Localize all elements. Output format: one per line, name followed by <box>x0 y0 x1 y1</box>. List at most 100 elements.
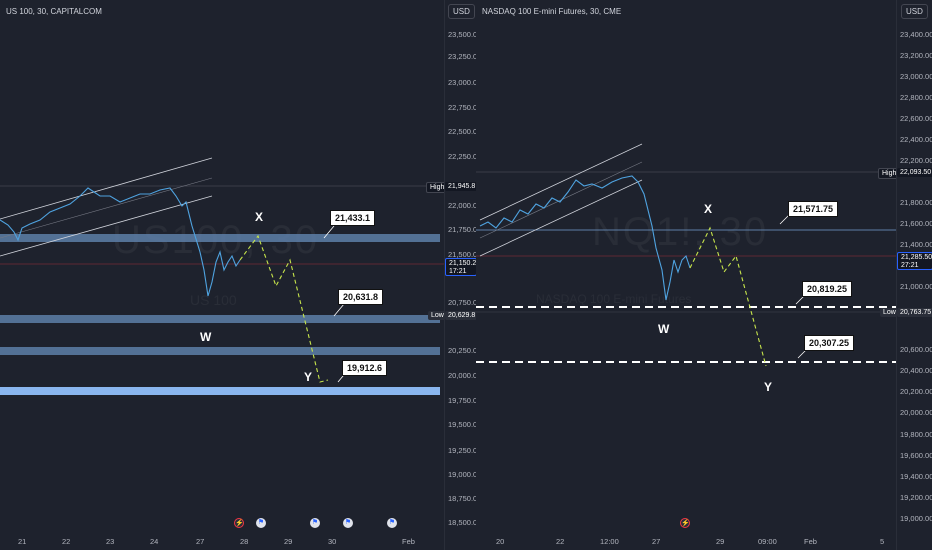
y-tick: 21,600.00 <box>900 219 932 228</box>
low-tag: Low <box>880 308 899 317</box>
wave-label-x: X <box>255 210 264 224</box>
currency-button[interactable]: USD <box>901 4 928 19</box>
low-tag: Low <box>428 311 447 320</box>
symbol-watermark-sub: US 100 <box>190 292 237 308</box>
y-tick: 21,000.00 <box>900 282 932 291</box>
y-tick: 20,200.00 <box>900 387 932 396</box>
y-tick: 22,600.00 <box>900 114 932 123</box>
lightning-event-icon[interactable]: ⚡ <box>234 518 244 528</box>
low-price-tag: 20,763.75 <box>897 308 932 317</box>
y-tick: 23,000.00 <box>900 72 932 81</box>
target-label-3[interactable]: 20,307.25 <box>804 335 855 351</box>
x-tick: 5 <box>880 537 885 546</box>
us-flag-event-icon[interactable]: ⚑ <box>310 518 320 528</box>
x-tick: 09:00 <box>758 537 777 546</box>
y-tick: 22,800.00 <box>900 93 932 102</box>
x-tick: Feb <box>804 537 817 546</box>
x-tick: 24 <box>150 537 159 546</box>
x-tick: Feb <box>402 537 415 546</box>
x-tick: 29 <box>284 537 293 546</box>
target-zone-1 <box>0 234 440 242</box>
x-tick: 27 <box>196 537 205 546</box>
y-tick: 19,200.00 <box>900 493 932 502</box>
y-tick: 20,750.0 <box>448 298 478 307</box>
y-tick: 23,500.0 <box>448 30 478 39</box>
y-tick: 19,800.00 <box>900 430 932 439</box>
current-price-value: 21,150.2 <box>449 260 477 267</box>
price-plot-right[interactable] <box>476 0 896 550</box>
y-tick: 20,600.00 <box>900 345 932 354</box>
y-tick: 19,250.0 <box>448 446 478 455</box>
low-price-tag: 20,629.8 <box>445 311 477 320</box>
x-tick: 30 <box>328 537 337 546</box>
y-tick: 20,250.0 <box>448 346 478 355</box>
x-tick: 21 <box>18 537 27 546</box>
target-zone-4 <box>0 387 440 395</box>
y-tick: 18,750.0 <box>448 494 478 503</box>
y-tick: 18,500.0 <box>448 518 478 527</box>
symbol-watermark: NQ1!, 30 <box>592 210 769 254</box>
target-label-1[interactable]: 21,433.1 <box>330 210 376 226</box>
wave-label-y: Y <box>304 370 313 384</box>
x-tick: 23 <box>106 537 115 546</box>
y-tick: 19,500.0 <box>448 420 478 429</box>
y-tick: 22,000.0 <box>448 201 478 210</box>
target-label-2[interactable]: 20,631.8 <box>338 289 384 305</box>
y-tick: 23,250.0 <box>448 52 478 61</box>
x-tick: 28 <box>240 537 249 546</box>
candle-timer: 27:21 <box>901 262 919 269</box>
x-tick: 27 <box>652 537 661 546</box>
target-label-3[interactable]: 19,912.6 <box>342 360 388 376</box>
chart-panel-nq[interactable]: NQ1!, 30 NASDAQ 100 E-mini Futures 21,57… <box>476 0 901 550</box>
us-flag-event-icon[interactable]: ⚑ <box>256 518 266 528</box>
target-zone-2 <box>0 315 440 323</box>
symbol-watermark-sub: NASDAQ 100 E-mini Futures <box>536 292 692 306</box>
y-tick: 23,400.00 <box>900 30 932 39</box>
x-tick: 20 <box>496 537 505 546</box>
chart-title: NASDAQ 100 E-mini Futures, 30, CME <box>482 7 622 16</box>
y-tick: 20,400.00 <box>900 366 932 375</box>
wave-label-y: Y <box>764 380 773 394</box>
y-tick: 21,500.0 <box>448 250 478 259</box>
y-tick: 19,400.00 <box>900 472 932 481</box>
x-tick: 12:00 <box>600 537 619 546</box>
y-tick: 23,200.00 <box>900 51 932 60</box>
y-tick: 22,500.0 <box>448 127 478 136</box>
y-tick: 23,000.0 <box>448 78 478 87</box>
high-price-tag: 21,945.8 <box>445 182 477 191</box>
y-tick: 22,750.0 <box>448 103 478 112</box>
target-zone-3 <box>0 347 440 355</box>
x-tick: 29 <box>716 537 725 546</box>
price-scale-left[interactable]: USD 23,500.0 23,250.0 23,000.0 22,750.0 … <box>444 0 478 550</box>
candle-timer: 17:21 <box>449 268 467 275</box>
lightning-event-icon[interactable]: ⚡ <box>680 518 690 528</box>
target-label-2[interactable]: 20,819.25 <box>802 281 853 297</box>
price-scale-right[interactable]: USD 23,400.00 23,200.00 23,000.00 22,800… <box>896 0 932 550</box>
wave-label-w: W <box>658 322 670 336</box>
y-tick: 21,400.00 <box>900 240 932 249</box>
y-tick: 19,000.00 <box>900 514 932 523</box>
chart-title: US 100, 30, CAPITALCOM <box>6 7 102 16</box>
us-flag-event-icon[interactable]: ⚑ <box>343 518 353 528</box>
wave-label-x: X <box>704 202 713 216</box>
current-price-tag: 21,285.50 27:21 <box>897 252 932 270</box>
x-tick: 22 <box>62 537 71 546</box>
y-tick: 19,600.00 <box>900 451 932 460</box>
price-plot-left[interactable] <box>0 0 444 550</box>
currency-button[interactable]: USD <box>448 4 475 19</box>
current-price-value: 21,285.50 <box>901 254 932 261</box>
y-tick: 19,750.0 <box>448 396 478 405</box>
x-tick: 22 <box>556 537 565 546</box>
high-price-tag: 22,093.50 <box>897 168 932 177</box>
us-flag-event-icon[interactable]: ⚑ <box>387 518 397 528</box>
y-tick: 21,800.00 <box>900 198 932 207</box>
y-tick: 22,400.00 <box>900 135 932 144</box>
y-tick: 20,000.00 <box>900 408 932 417</box>
current-price-tag: 21,150.2 17:21 <box>445 258 477 276</box>
y-tick: 20,000.0 <box>448 371 478 380</box>
y-tick: 22,200.00 <box>900 156 932 165</box>
y-tick: 22,250.0 <box>448 152 478 161</box>
wave-label-w: W <box>200 330 212 344</box>
target-label-1[interactable]: 21,571.75 <box>788 201 839 217</box>
